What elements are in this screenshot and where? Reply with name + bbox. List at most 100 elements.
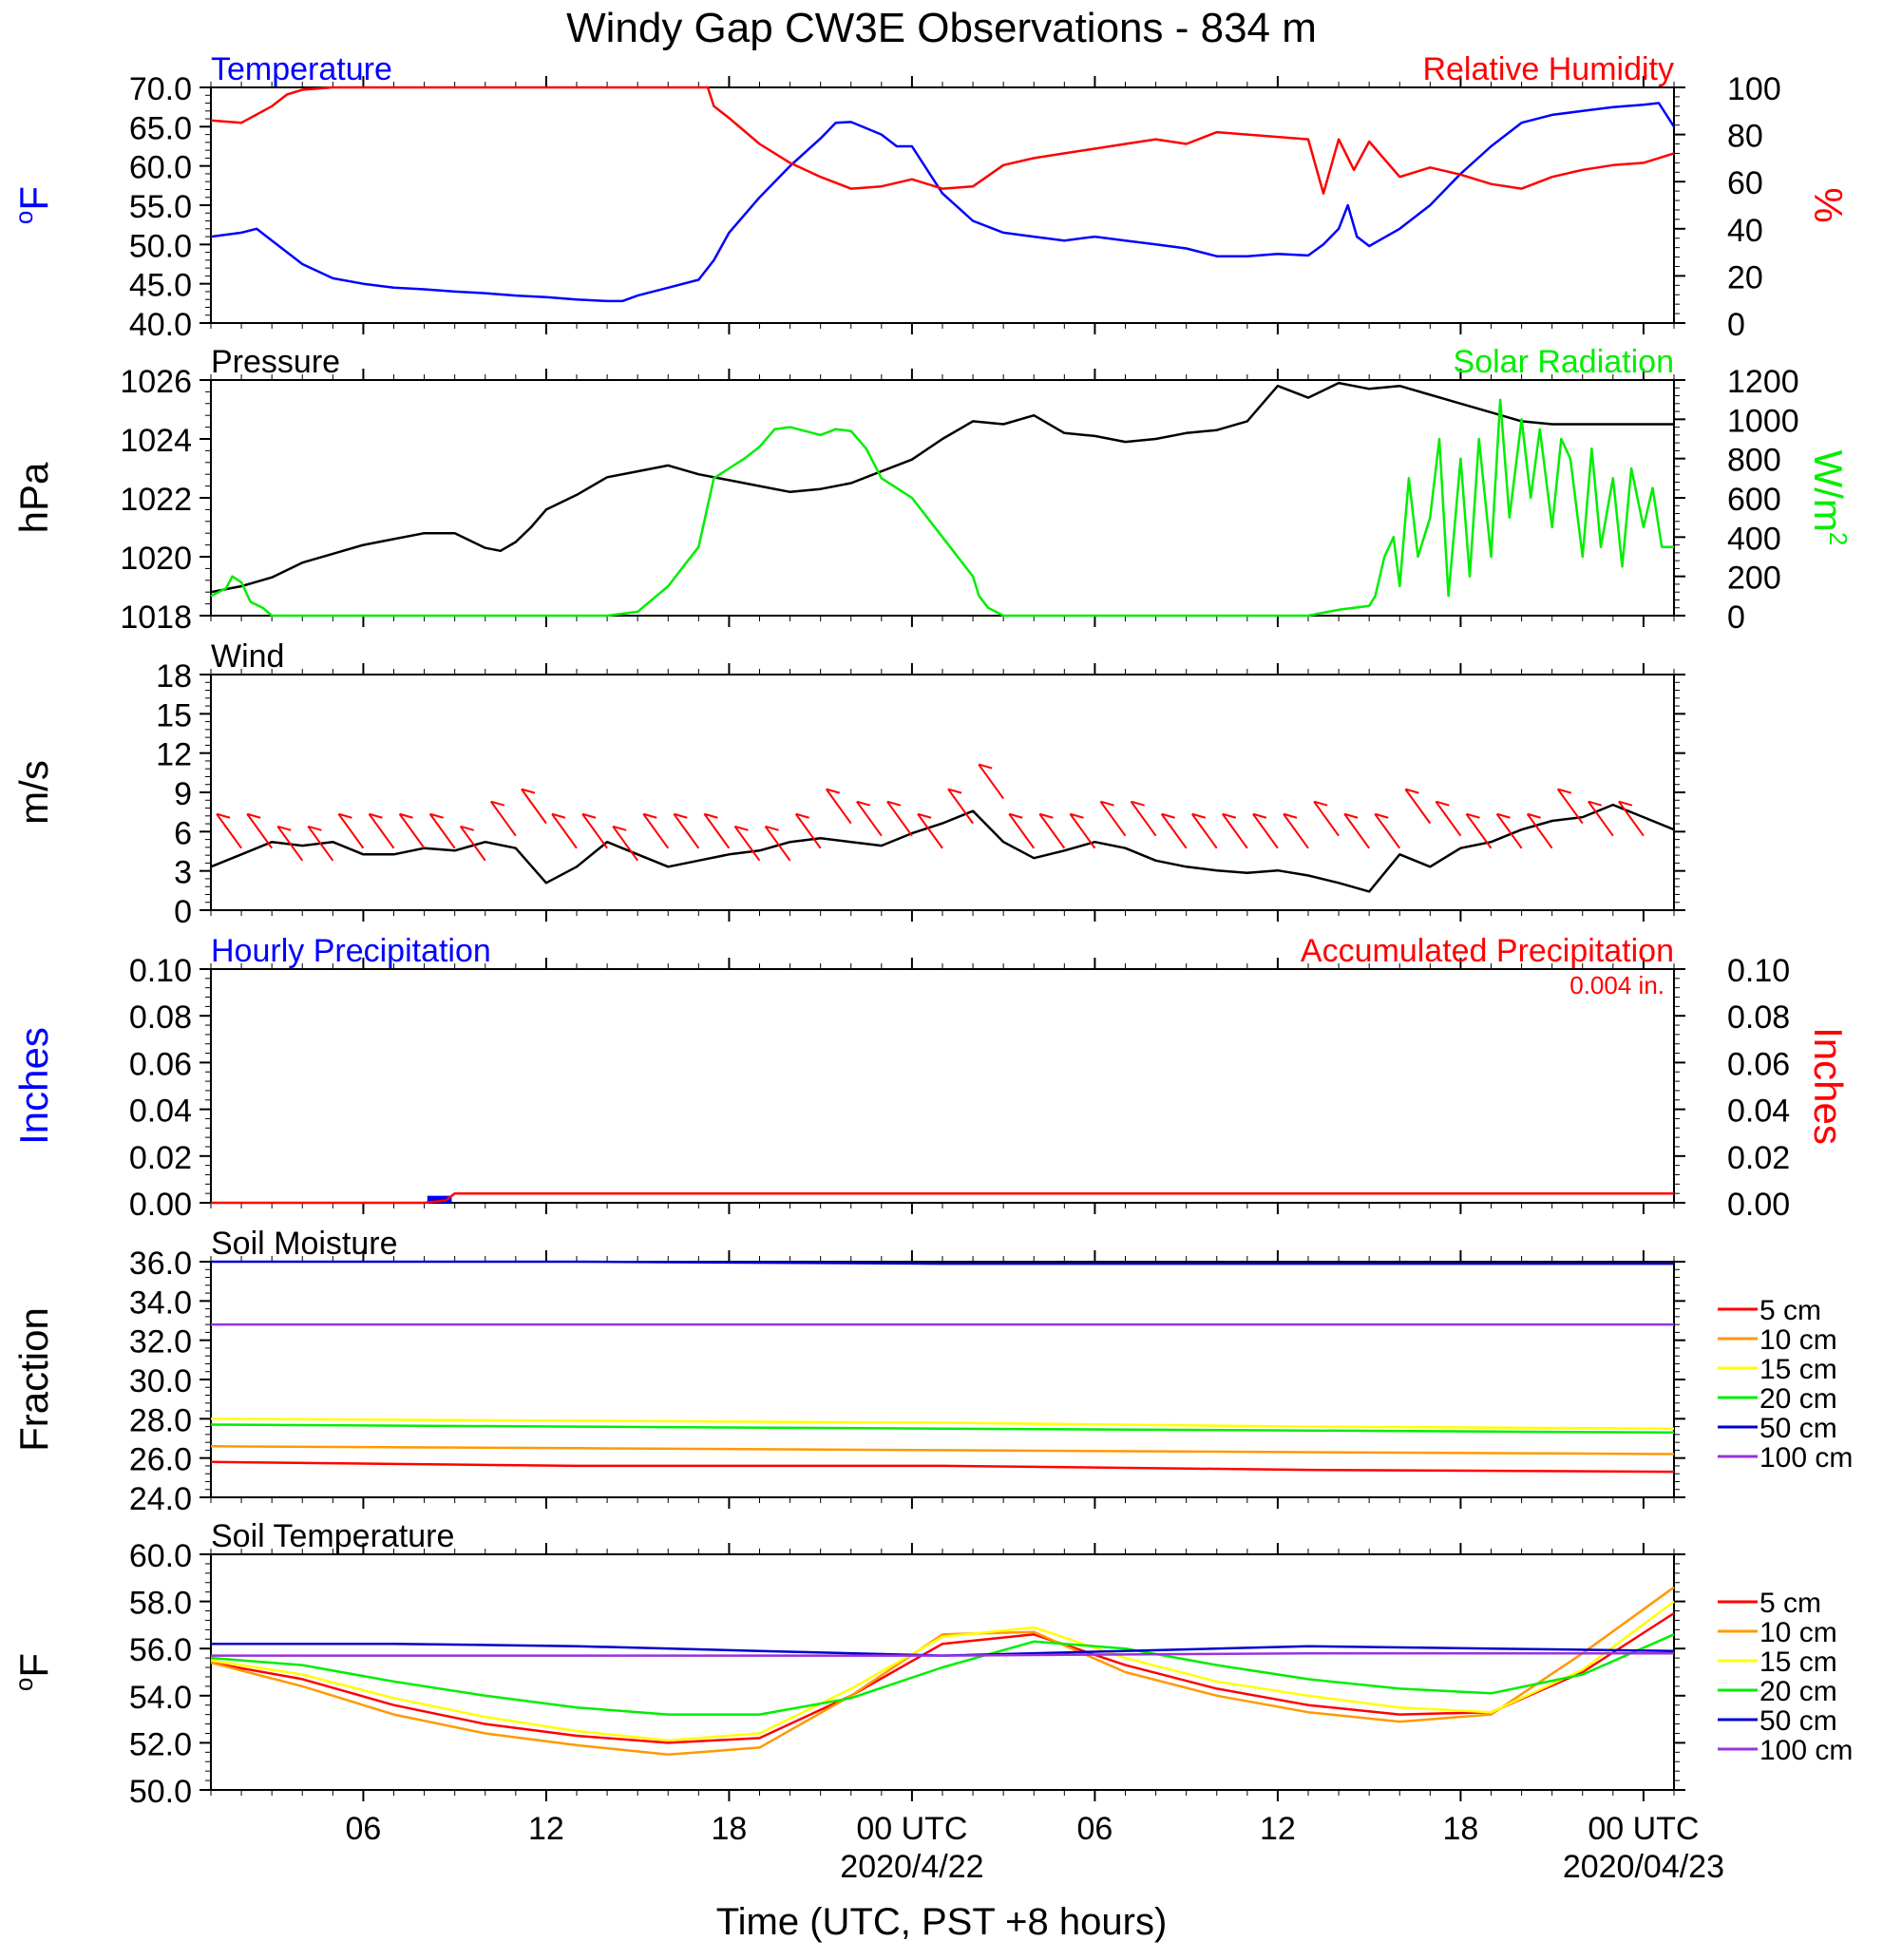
soil-temperature-legend-label: 100 cm bbox=[1759, 1735, 1853, 1766]
wind-barb bbox=[1160, 813, 1188, 849]
wind-ytick-label: 3 bbox=[174, 855, 192, 891]
temperature-ytick-label: 55.0 bbox=[129, 189, 192, 225]
wind-barb-flag bbox=[704, 812, 718, 819]
wind-barb-flag bbox=[1588, 800, 1603, 807]
soil-moisture-series-50-cm bbox=[211, 1260, 1674, 1265]
wind-barb bbox=[764, 826, 791, 862]
wind-barb-flag bbox=[765, 825, 779, 831]
precip-ytick-label: 0.06 bbox=[129, 1046, 192, 1082]
soil-moisture-ytick-label: 36.0 bbox=[129, 1246, 192, 1282]
wind-ytick-label: 15 bbox=[156, 697, 192, 733]
soil-temperature-left-unit-main: F bbox=[11, 1653, 56, 1678]
temperature-y2tick-label: 40 bbox=[1727, 213, 1763, 249]
soil-moisture-ytick-label: 28.0 bbox=[129, 1402, 192, 1438]
wind-ytick-label: 12 bbox=[156, 737, 192, 773]
x-axis-label: Time (UTC, PST +8 hours) bbox=[716, 1901, 1168, 1943]
wind-barb bbox=[1556, 789, 1584, 825]
x-tick-label: 06 bbox=[346, 1811, 382, 1847]
temperature-series-temperature bbox=[210, 102, 1676, 303]
temperature-left-unit: oF bbox=[10, 186, 56, 224]
pressure-right-unit-sup: 2 bbox=[1824, 532, 1853, 545]
wind-barb bbox=[521, 789, 547, 825]
precip-y2tick-label: 0.08 bbox=[1727, 999, 1790, 1036]
precip-ytick-label: 0.00 bbox=[129, 1187, 192, 1223]
soil-temperature-ytick-label: 52.0 bbox=[129, 1726, 192, 1762]
soil-moisture-series-15-cm bbox=[210, 1418, 1675, 1430]
temperature-ytick-label: 70.0 bbox=[129, 71, 192, 107]
temperature-right-unit: % bbox=[1806, 187, 1851, 222]
wind-barb-flag bbox=[642, 812, 657, 819]
wind-barb bbox=[673, 813, 700, 849]
wind-ytick-label: 18 bbox=[156, 658, 192, 695]
wind-barb bbox=[368, 813, 395, 849]
soil-moisture-ytick-label: 34.0 bbox=[129, 1284, 192, 1321]
wind-barb-flag bbox=[1131, 800, 1145, 807]
wind-barb bbox=[428, 813, 456, 849]
wind-barb-flag bbox=[1557, 788, 1572, 794]
soil-temperature-ytick-label: 54.0 bbox=[129, 1680, 192, 1716]
wind-barb-flag bbox=[338, 812, 352, 819]
pressure-right-unit: W/m2 bbox=[1806, 450, 1853, 546]
wind-barb-flag bbox=[795, 812, 809, 819]
soil-temperature-series-15-cm bbox=[210, 1600, 1675, 1742]
soil-moisture-ytick-label: 30.0 bbox=[129, 1363, 192, 1399]
temperature-y2tick-label: 60 bbox=[1727, 165, 1763, 201]
soil-temperature-left-title: Soil Temperature bbox=[211, 1518, 454, 1554]
wind-barb-flag bbox=[399, 812, 413, 819]
wind-barb bbox=[886, 801, 913, 837]
soil-moisture-series-10-cm bbox=[210, 1445, 1675, 1456]
wind-barb bbox=[1190, 813, 1218, 849]
wind-barb bbox=[1618, 801, 1645, 837]
wind-barb-flag bbox=[1313, 800, 1328, 807]
pressure-right-title: Solar Radiation bbox=[1454, 344, 1674, 380]
precip-ytick-label: 0.02 bbox=[129, 1140, 192, 1176]
temperature-ytick-label: 65.0 bbox=[129, 110, 192, 146]
x-tick-label: 06 bbox=[1077, 1811, 1113, 1847]
soil-temperature-ytick-label: 56.0 bbox=[129, 1632, 192, 1668]
pressure-y2tick-label: 200 bbox=[1727, 561, 1781, 597]
pressure-frame bbox=[210, 379, 1675, 617]
precip-y2tick-label: 0.00 bbox=[1727, 1187, 1790, 1223]
temperature-ytick-label: 40.0 bbox=[129, 307, 192, 343]
wind-barb bbox=[917, 813, 943, 849]
wind-barb-flag bbox=[1527, 812, 1541, 819]
wind-barb bbox=[1374, 813, 1401, 849]
soil-moisture-series-5-cm bbox=[210, 1460, 1675, 1474]
temperature-right-title: Relative Humidity bbox=[1422, 51, 1674, 87]
soil-temperature-series-20-cm bbox=[210, 1633, 1675, 1716]
chart-title: Windy Gap CW3E Observations - 834 m bbox=[566, 5, 1317, 51]
precip-y2tick-label: 0.06 bbox=[1727, 1046, 1790, 1082]
wind-barb-flag bbox=[1436, 800, 1450, 807]
wind-left-unit: m/s bbox=[11, 760, 56, 825]
wind-barb-flag bbox=[1618, 800, 1633, 807]
wind-barb bbox=[1283, 813, 1309, 849]
soil-temperature-legend-label: 10 cm bbox=[1759, 1617, 1837, 1648]
pressure-ytick-label: 1022 bbox=[120, 482, 192, 518]
pressure-left-title: Pressure bbox=[211, 344, 340, 380]
soil-moisture-frame bbox=[210, 1261, 1675, 1498]
precip-y2tick-label: 0.10 bbox=[1727, 953, 1790, 989]
soil-moisture-series-20-cm bbox=[210, 1423, 1675, 1435]
soil-temperature-left-unit: oF bbox=[10, 1653, 56, 1691]
wind-barb-flag bbox=[826, 788, 841, 794]
x-tick-label: 12 bbox=[528, 1811, 564, 1847]
pressure-y2tick-label: 600 bbox=[1727, 482, 1781, 518]
precip-ytick-label: 0.04 bbox=[129, 1094, 192, 1130]
wind-barb bbox=[459, 826, 486, 862]
wind-barb bbox=[1130, 801, 1157, 837]
pressure-ytick-label: 1024 bbox=[120, 423, 192, 459]
x-tick-label: 18 bbox=[1443, 1811, 1479, 1847]
wind-barb bbox=[794, 813, 822, 849]
wind-barb bbox=[1343, 813, 1370, 849]
soil-temperature-frame bbox=[210, 1553, 1675, 1791]
wind-barb bbox=[246, 813, 273, 849]
temperature-series-relative-humidity bbox=[210, 86, 1675, 195]
precip-bar bbox=[427, 1195, 452, 1203]
pressure-y2tick-label: 1200 bbox=[1727, 364, 1799, 400]
pressure-y2tick-label: 800 bbox=[1727, 443, 1781, 479]
wind-ytick-label: 6 bbox=[174, 815, 192, 851]
temperature-left-unit-sup: o bbox=[10, 211, 38, 224]
wind-barb-flag bbox=[1374, 812, 1389, 819]
